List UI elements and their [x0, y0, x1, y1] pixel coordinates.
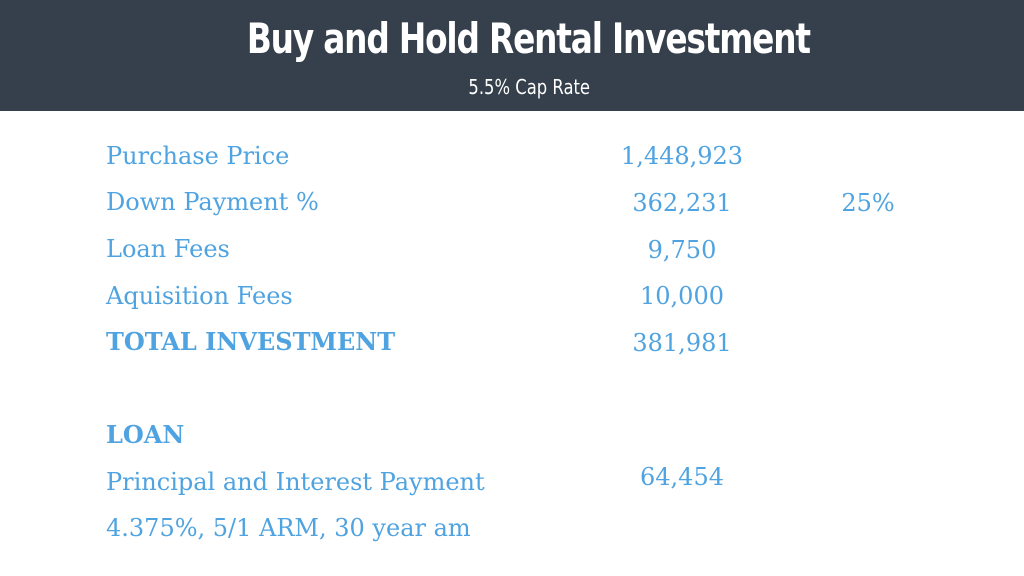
- acquisition-fees-label: Aquisition Fees: [106, 282, 293, 310]
- purchase-price-value: 1,448,923: [620, 142, 744, 170]
- header-bar: Buy and Hold Rental Investment 5.5% Cap …: [0, 0, 1024, 111]
- loan-heading: LOAN: [106, 420, 185, 449]
- total-investment-value: 381,981: [632, 329, 732, 357]
- down-payment-value: 362,231: [632, 189, 732, 217]
- loan-fees-value: 9,750: [647, 236, 717, 264]
- loan-terms: 4.375%, 5/1 ARM, 30 year am: [106, 514, 471, 542]
- total-investment-label: TOTAL INVESTMENT: [106, 327, 396, 356]
- down-payment-label: Down Payment %: [106, 188, 319, 216]
- acquisition-fees-value: 10,000: [640, 282, 724, 310]
- page-subtitle: 5.5% Cap Rate: [468, 75, 591, 99]
- loan-fees-label: Loan Fees: [106, 235, 230, 263]
- payment-value: 64,454: [640, 463, 724, 491]
- payment-label: Principal and Interest Payment: [106, 468, 485, 496]
- purchase-price-label: Purchase Price: [106, 142, 290, 170]
- down-payment-percent: 25%: [841, 189, 895, 217]
- page-title: Buy and Hold Rental Investment: [246, 14, 811, 63]
